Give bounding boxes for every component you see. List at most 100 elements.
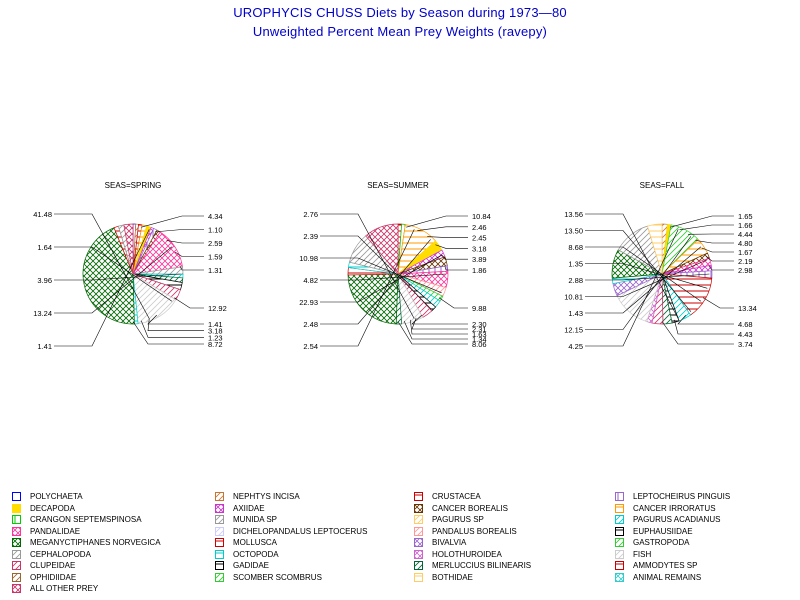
- legend-swatch: [215, 549, 224, 559]
- leader-line: [147, 318, 204, 331]
- leader-line: [140, 320, 204, 338]
- legend-label: GASTROPODA: [633, 538, 690, 547]
- legend-label: MERLUCCIUS BILINEARIS: [432, 561, 532, 570]
- slice-label: 2.46: [472, 223, 487, 232]
- legend-label: GADIDAE: [233, 561, 270, 570]
- slice-label: 2.59: [208, 239, 223, 248]
- leader-line: [174, 251, 204, 257]
- leader-line: [695, 240, 734, 244]
- leader-line: [320, 239, 431, 325]
- slice-label: 1.65: [738, 212, 753, 221]
- legend-label: FISH: [633, 549, 652, 559]
- pie-slice: [647, 223, 663, 275]
- leader-line: [409, 319, 468, 335]
- leader-line: [438, 297, 468, 309]
- leader-line: [54, 213, 150, 319]
- legend-label: ALL OTHER PREY: [30, 584, 99, 593]
- leader-line: [141, 215, 204, 228]
- slice-label: 8.06: [472, 340, 487, 349]
- slice-label: 8.72: [208, 340, 223, 349]
- legend-label: CANCER BOREALIS: [432, 503, 509, 513]
- legend-swatch: [12, 549, 21, 559]
- leader-line: [679, 224, 734, 231]
- legend-label: CLUPEIDAE: [30, 561, 76, 570]
- slice-label: 1.35: [568, 260, 583, 269]
- legend-label: PAGURUS SP: [432, 515, 484, 524]
- legend-swatch: [615, 492, 624, 501]
- leader-line: [320, 273, 446, 281]
- legend-label: OCTOPODA: [233, 549, 279, 559]
- legend-swatch: [414, 503, 423, 513]
- pie-slice: [82, 227, 135, 325]
- leader-line: [702, 297, 734, 309]
- legend-swatch: [615, 515, 624, 524]
- leader-line: [54, 246, 173, 302]
- slice-label: 1.63: [472, 330, 487, 339]
- slice-label: 4.80: [738, 239, 753, 248]
- legend-label: MEGANYCTIPHANES NORVEGICA: [30, 538, 161, 547]
- legend-label: PANDALUS BOREALIS: [432, 526, 517, 536]
- leader-line: [403, 320, 468, 340]
- slice-label: 4.44: [738, 230, 753, 239]
- slice-label: 10.84: [472, 212, 491, 221]
- leader-line: [179, 265, 204, 271]
- legend-swatch: [615, 526, 624, 536]
- legend-label: BIVALVIA: [432, 538, 467, 547]
- leader-line: [705, 256, 734, 262]
- legend-swatch: [12, 492, 21, 501]
- slice-label: 2.31: [472, 325, 487, 334]
- legend-swatch: [215, 515, 224, 524]
- legend-label: AXIIDAE: [233, 503, 265, 513]
- legend-label: OPHIDIIDAE: [30, 572, 77, 582]
- pie-chart-3: SEAS=FALL 13.56 13.50 8.68 1.35 2.88 10.81 1.43…: [564, 181, 757, 351]
- slice-label: 4.43: [738, 330, 753, 339]
- slice-label: 2.39: [303, 232, 318, 241]
- slice-label: 1.64: [37, 243, 52, 252]
- leader-line: [54, 246, 173, 314]
- legend-swatch: [615, 538, 624, 547]
- slice-label: 1.10: [208, 226, 223, 235]
- leader-line: [701, 247, 734, 253]
- leader-line: [411, 317, 468, 330]
- pie-slice: [347, 273, 399, 325]
- legend-swatch: [414, 492, 423, 501]
- leader-line: [441, 254, 468, 260]
- leader-line: [444, 265, 468, 271]
- leader-line: [661, 321, 734, 345]
- slice-label: 1.23: [208, 333, 223, 342]
- pie-title: SEAS=SPRING: [105, 181, 162, 190]
- legend-swatch: [615, 572, 624, 582]
- slice-label: 8.68: [568, 243, 583, 252]
- legend-swatch: [215, 492, 224, 501]
- leader-line: [320, 257, 442, 294]
- slice-label: 2.88: [568, 276, 583, 285]
- pie-chart-2: SEAS=SUMMER 2.76 2.39 10.98 4.82 22.93 2.48 2.5…: [299, 181, 491, 351]
- leader-line: [397, 321, 468, 345]
- slice-label: 2.19: [738, 257, 753, 266]
- slice-label: 1.41: [37, 342, 52, 351]
- leader-line: [585, 213, 679, 319]
- slice-label: 1.41: [208, 320, 223, 329]
- slice-label: 13.50: [564, 227, 583, 236]
- slice-label: 1.86: [472, 266, 487, 275]
- leader-line: [54, 229, 150, 347]
- leader-line: [435, 244, 468, 249]
- legend-label: SCOMBER SCOMBRUS: [233, 572, 322, 582]
- leader-line: [173, 297, 204, 309]
- pie-title: SEAS=FALL: [640, 181, 685, 190]
- slice-label: 2.45: [472, 234, 487, 243]
- slice-label: 2.30: [472, 320, 487, 329]
- slice-label: 3.18: [472, 244, 487, 253]
- slice-label: 10.98: [299, 254, 318, 263]
- legend-label: DICHELOPANDALUS LEPTOCERUS: [233, 526, 368, 536]
- leader-line: [54, 273, 181, 281]
- legend-label: POLYCHAETA: [30, 492, 83, 501]
- leader-line: [585, 273, 710, 281]
- legend-swatch: [615, 549, 624, 559]
- legend-label: EUPHAUSIIDAE: [633, 526, 693, 536]
- slice-label: 1.43: [568, 309, 583, 318]
- legend-label: CRANGON SEPTEMSPINOSA: [30, 515, 142, 524]
- leader-line: [670, 215, 734, 228]
- leader-line: [585, 259, 708, 297]
- pie-chart-1: SEAS=SPRING 41.48 1.64 3.96 13.24 1.41 4.34 1.1…: [33, 181, 227, 351]
